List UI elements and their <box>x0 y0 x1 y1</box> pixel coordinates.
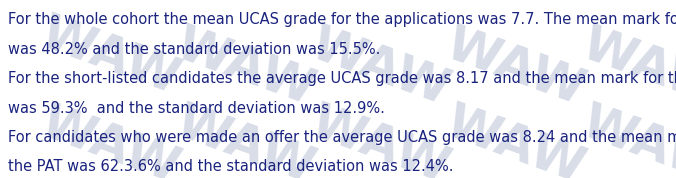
Text: WAW: WAW <box>575 99 676 178</box>
Text: For candidates who were made an offer the average UCAS grade was 8.24 and the me: For candidates who were made an offer th… <box>8 130 676 145</box>
Text: was 59.3%  and the standard deviation was 12.9%.: was 59.3% and the standard deviation was… <box>8 101 385 116</box>
Text: WAW: WAW <box>575 20 676 115</box>
Text: WAW: WAW <box>169 99 321 178</box>
Text: was 48.2% and the standard deviation was 15.5%.: was 48.2% and the standard deviation was… <box>8 42 381 57</box>
Text: WAW: WAW <box>304 20 456 115</box>
Text: WAW: WAW <box>34 99 186 178</box>
Text: WAW: WAW <box>304 99 456 178</box>
Text: For the whole cohort the mean UCAS grade for the applications was 7.7. The mean : For the whole cohort the mean UCAS grade… <box>8 12 676 27</box>
Text: the PAT was 62.3.6% and the standard deviation was 12.4%.: the PAT was 62.3.6% and the standard dev… <box>8 159 454 174</box>
Text: WAW: WAW <box>169 20 321 115</box>
Text: WAW: WAW <box>439 99 592 178</box>
Text: For the short-listed candidates the average UCAS grade was 8.17 and the mean mar: For the short-listed candidates the aver… <box>8 71 676 86</box>
Text: WAW: WAW <box>439 20 592 115</box>
Text: WAW: WAW <box>34 10 186 104</box>
